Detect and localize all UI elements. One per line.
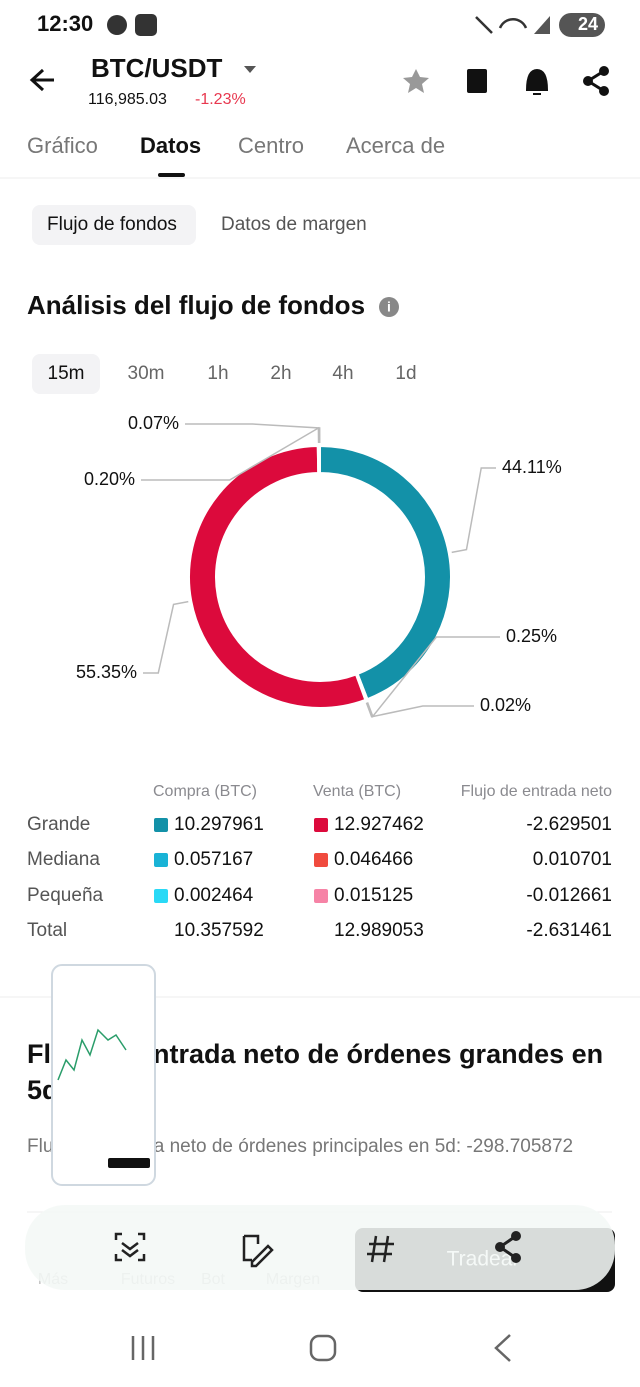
floating-toolbar xyxy=(25,1205,615,1290)
sell-value: 12.927462 xyxy=(334,814,424,835)
row-label: Mediana xyxy=(27,849,100,870)
table-header: Compra (BTC) xyxy=(153,783,257,800)
pair-dropdown[interactable] xyxy=(244,66,256,73)
nav-recent[interactable] xyxy=(131,1336,155,1360)
data-label: 55.35% xyxy=(76,662,137,682)
section-title: Análisis del flujo de fondos xyxy=(27,290,365,320)
leader-line xyxy=(141,426,320,481)
leader-line xyxy=(185,423,321,444)
buy-value: 10.297961 xyxy=(174,814,264,835)
interval[interactable]: 30m xyxy=(128,363,165,384)
tab[interactable]: Centro xyxy=(238,133,304,158)
subtab[interactable]: Datos de margen xyxy=(221,214,367,235)
donut-segment xyxy=(318,444,321,475)
table-header: Flujo de entrada neto xyxy=(461,783,612,800)
status-time: 12:30 xyxy=(37,11,93,36)
tab-indicator xyxy=(158,173,185,177)
messenger-icon xyxy=(107,15,127,35)
buy-swatch xyxy=(154,889,168,903)
leader-line xyxy=(143,600,189,674)
thumbnail-chart xyxy=(57,1028,127,1081)
toolbar-share[interactable] xyxy=(495,1231,521,1263)
data-label: 0.20% xyxy=(84,469,135,489)
buy-value: 0.057167 xyxy=(174,849,253,870)
interval[interactable]: 2h xyxy=(270,363,291,384)
donut-segment xyxy=(319,444,452,701)
signal-icon xyxy=(534,16,550,34)
share-icon[interactable] xyxy=(583,66,609,96)
interval[interactable]: 15m xyxy=(48,363,85,384)
screenshot-thumbnail[interactable] xyxy=(51,964,156,1186)
buy-value: 10.357592 xyxy=(174,920,264,941)
net-value: -2.629501 xyxy=(526,814,612,835)
row-label: Total xyxy=(27,920,67,941)
sell-value: 12.989053 xyxy=(334,920,424,941)
sell-swatch xyxy=(314,818,328,832)
alert-icon[interactable] xyxy=(525,68,549,95)
net-value: -0.012661 xyxy=(526,885,612,906)
info-icon-glyph: i xyxy=(387,299,391,315)
subtab-active-bg xyxy=(32,205,196,245)
status-icons xyxy=(475,16,528,34)
tab[interactable]: Gráfico xyxy=(27,133,98,158)
net-value: 0.010701 xyxy=(533,849,612,870)
tab[interactable]: Datos xyxy=(140,133,201,158)
data-label: 44.11% xyxy=(502,457,562,477)
buy-swatch xyxy=(154,818,168,832)
sell-swatch xyxy=(314,853,328,867)
battery xyxy=(559,13,605,37)
leader-line xyxy=(366,636,500,718)
sell-value: 0.046466 xyxy=(334,849,413,870)
buy-swatch xyxy=(154,853,168,867)
interval[interactable]: 1d xyxy=(395,363,416,384)
interval[interactable]: 1h xyxy=(207,363,228,384)
nav-back[interactable] xyxy=(494,1334,511,1362)
favorite-icon[interactable] xyxy=(403,69,429,93)
row-label: Grande xyxy=(27,814,90,835)
back-button[interactable] xyxy=(29,68,54,92)
leader-line xyxy=(365,702,474,718)
app-icon xyxy=(135,14,157,36)
subtab[interactable]: Flujo de fondos xyxy=(47,214,177,235)
interval-active-bg xyxy=(32,354,100,394)
notes-icon[interactable] xyxy=(467,69,487,93)
donut-segment xyxy=(188,445,367,709)
change: -1.23% xyxy=(195,91,246,108)
thumbnail-button xyxy=(108,1158,150,1168)
row-label: Pequeña xyxy=(27,885,104,906)
battery-level: 24 xyxy=(578,14,598,34)
sell-value: 0.015125 xyxy=(334,885,413,906)
data-label: 0.02% xyxy=(480,695,531,715)
toolbar-scroll-capture[interactable] xyxy=(114,1232,146,1262)
leader-line xyxy=(451,467,496,554)
pair[interactable]: BTC/USDT xyxy=(91,53,223,83)
toolbar-tag[interactable] xyxy=(367,1235,394,1263)
buy-value: 0.002464 xyxy=(174,885,254,906)
price: 116,985.03 xyxy=(88,91,167,108)
toolbar-edit[interactable] xyxy=(242,1234,274,1268)
tab[interactable]: Acerca de xyxy=(346,133,445,158)
data-label: 0.25% xyxy=(506,626,557,646)
table-header: Venta (BTC) xyxy=(313,783,401,800)
interval[interactable]: 4h xyxy=(332,363,353,384)
section-text: Flujo de entrada neto de órdenes princip… xyxy=(27,1136,574,1157)
data-label: 0.07% xyxy=(128,413,179,433)
sell-swatch xyxy=(314,889,328,903)
info-icon[interactable] xyxy=(379,297,399,317)
nav-home[interactable] xyxy=(309,1334,337,1362)
net-value: -2.631461 xyxy=(526,920,612,941)
